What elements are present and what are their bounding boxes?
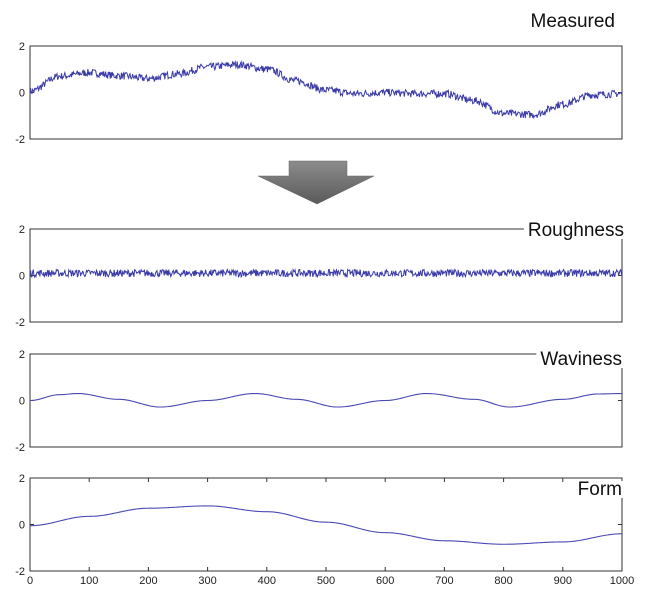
panel-title: Waviness	[540, 349, 622, 370]
y-tick-label: -2	[15, 442, 25, 454]
x-tick-label: 0	[27, 575, 33, 587]
series-line-1	[29, 505, 623, 545]
y-tick-label: -2	[15, 134, 25, 146]
x-tick-label: 1000	[610, 575, 634, 587]
y-tick-label: 2	[19, 224, 25, 236]
chart-panel-2: 2 0 -2 Roughness	[15, 220, 626, 329]
chart-panel-3: 2 0 -2 Waviness	[15, 349, 624, 454]
y-tick-label: 0	[19, 88, 25, 100]
x-tick-label: 700	[435, 575, 453, 587]
panel-title: Measured	[531, 11, 616, 32]
chart-panel-1: 2 0 -2 Measured	[15, 11, 623, 146]
x-tick-label: 400	[258, 575, 276, 587]
series-line-1	[29, 59, 623, 120]
down-arrow-icon	[257, 160, 375, 205]
x-tick-label: 300	[198, 575, 216, 587]
series-line-1	[29, 392, 623, 408]
x-tick-label: 100	[80, 575, 98, 587]
panel-title: Roughness	[528, 220, 624, 241]
x-tick-label: 800	[494, 575, 512, 587]
x-tick-label: 600	[376, 575, 394, 587]
x-tick-label: 200	[139, 575, 157, 587]
y-tick-label: 2	[19, 349, 25, 361]
y-tick-label: -2	[15, 566, 25, 578]
panel-title-backing	[536, 351, 624, 368]
y-tick-label: 0	[19, 520, 25, 532]
y-tick-label: 2	[19, 473, 25, 485]
y-tick-label: 0	[19, 271, 25, 283]
plot-frame	[29, 477, 623, 572]
panels: 20-2Measured20-2Roughness20-2Waviness20-…	[15, 11, 634, 587]
y-tick-label: 2	[19, 41, 25, 53]
y-tick-label: -2	[15, 317, 25, 329]
plot-frame	[29, 353, 623, 448]
panel-title: Form	[578, 479, 622, 500]
x-tick-label: 900	[554, 575, 572, 587]
x-tick-label: 500	[317, 575, 335, 587]
panel-title-backing	[523, 222, 626, 239]
panel-title-backing	[573, 481, 624, 498]
series-line-1	[29, 267, 623, 279]
panel-title-backing	[526, 13, 617, 30]
y-tick-label: 0	[19, 396, 25, 408]
